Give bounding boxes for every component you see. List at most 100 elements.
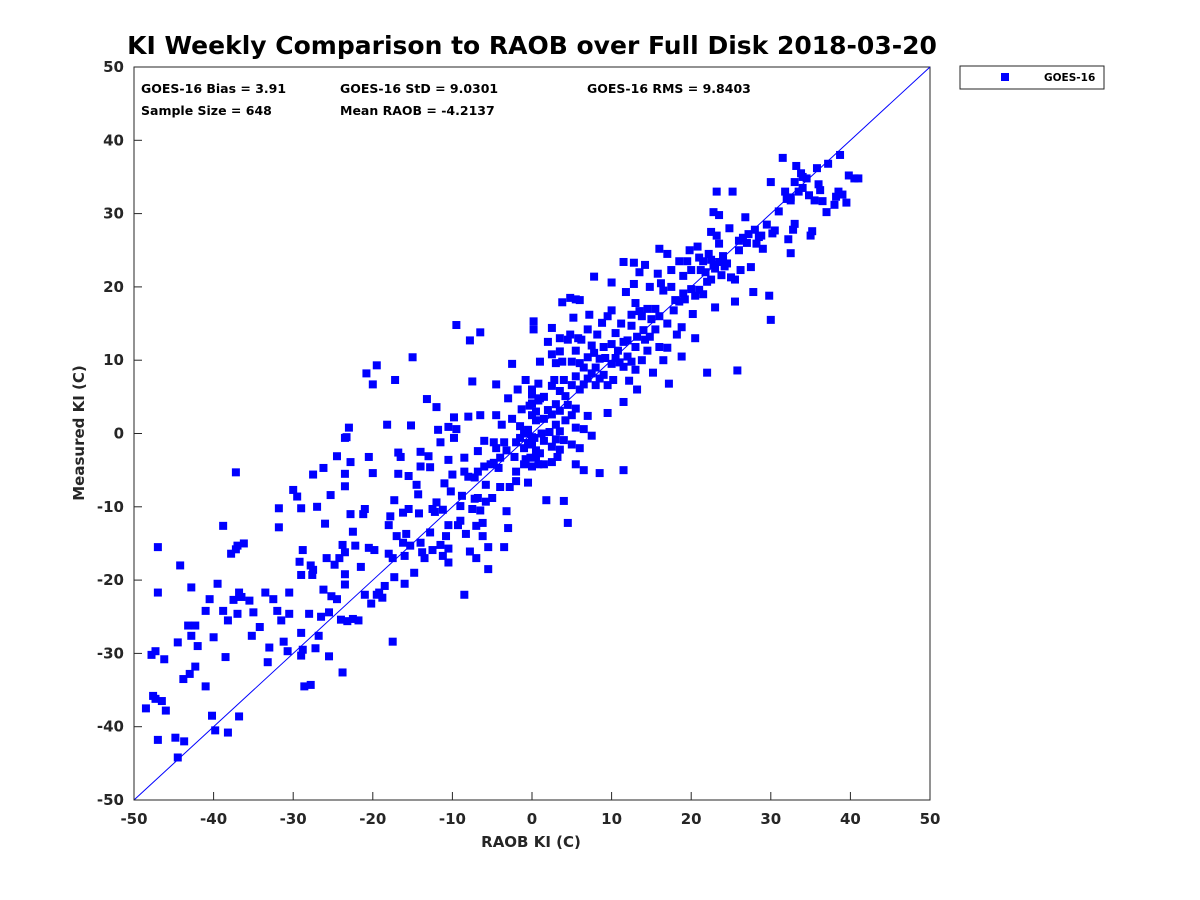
data-point <box>388 637 397 646</box>
data-point <box>535 357 544 366</box>
data-point <box>742 238 751 247</box>
data-point <box>631 299 640 308</box>
data-point <box>502 507 511 516</box>
data-point <box>619 257 628 266</box>
data-point <box>559 496 568 505</box>
data-point <box>233 609 242 618</box>
data-point <box>414 509 423 518</box>
data-point <box>786 196 795 205</box>
data-point <box>406 541 415 550</box>
data-point <box>187 583 196 592</box>
data-point <box>691 334 700 343</box>
data-point <box>444 521 453 530</box>
data-point <box>187 631 196 640</box>
data-point <box>444 455 453 464</box>
data-point <box>607 340 616 349</box>
data-point <box>399 538 408 547</box>
data-point <box>738 233 747 242</box>
data-point <box>637 312 646 321</box>
data-point <box>744 230 753 239</box>
data-point <box>448 470 457 479</box>
data-point <box>502 446 511 455</box>
data-point <box>211 726 220 735</box>
stat-sample-size: Sample Size = 648 <box>141 103 272 118</box>
data-point <box>542 496 551 505</box>
data-point <box>492 444 501 453</box>
data-point <box>805 191 814 200</box>
data-point <box>535 449 544 458</box>
data-point <box>340 482 349 491</box>
data-point <box>484 565 493 574</box>
data-point <box>283 647 292 656</box>
data-point <box>340 469 349 478</box>
data-point <box>231 468 240 477</box>
data-point <box>669 306 678 315</box>
data-point <box>394 448 403 457</box>
data-point <box>314 631 323 640</box>
data-point <box>704 249 713 258</box>
data-point <box>627 310 636 319</box>
data-point <box>335 554 344 563</box>
x-tick-label: -10 <box>439 810 466 828</box>
data-point <box>464 412 473 421</box>
data-point <box>205 595 214 604</box>
data-point <box>806 231 815 240</box>
data-point <box>400 551 409 560</box>
data-point <box>235 588 244 597</box>
data-point <box>619 466 628 475</box>
data-point <box>367 599 376 608</box>
data-point <box>725 224 734 233</box>
data-point <box>402 529 411 538</box>
data-point <box>372 361 381 370</box>
data-point <box>416 447 425 456</box>
data-point <box>160 655 169 664</box>
data-point <box>319 463 328 472</box>
data-point <box>571 460 580 469</box>
data-point <box>472 521 481 530</box>
data-point <box>508 359 517 368</box>
data-point <box>309 565 318 574</box>
data-point <box>460 590 469 599</box>
data-point <box>528 385 536 394</box>
data-point <box>390 573 399 582</box>
data-point <box>741 213 750 222</box>
x-tick-label: -50 <box>120 810 147 828</box>
data-point <box>325 608 334 617</box>
data-point <box>653 269 662 278</box>
data-point <box>816 186 825 195</box>
data-point <box>191 662 200 671</box>
data-point <box>603 312 612 321</box>
data-point <box>812 164 821 173</box>
data-point <box>176 561 185 570</box>
data-point <box>510 452 519 461</box>
data-point <box>563 518 572 527</box>
data-point <box>587 341 596 350</box>
data-point <box>430 507 439 516</box>
data-point <box>615 358 624 367</box>
data-point <box>539 414 548 423</box>
data-point <box>810 196 819 205</box>
data-point <box>322 554 331 563</box>
data-point <box>534 460 543 469</box>
data-point <box>289 485 298 494</box>
data-point <box>627 321 636 330</box>
data-point <box>414 490 423 499</box>
y-tick-label: -40 <box>97 718 124 736</box>
data-point <box>734 246 743 255</box>
data-point <box>410 568 419 577</box>
data-point <box>563 400 572 409</box>
data-point <box>285 588 294 597</box>
data-point <box>149 691 158 700</box>
data-point <box>338 540 347 549</box>
data-point <box>416 462 425 471</box>
data-point <box>559 436 568 445</box>
data-point <box>648 368 657 377</box>
data-point <box>354 616 363 625</box>
data-point <box>629 258 638 267</box>
data-point <box>691 291 700 300</box>
data-point <box>599 343 608 352</box>
data-point <box>567 381 576 390</box>
data-point <box>749 288 758 297</box>
y-tick-label: -30 <box>97 644 124 662</box>
data-point <box>579 425 588 434</box>
